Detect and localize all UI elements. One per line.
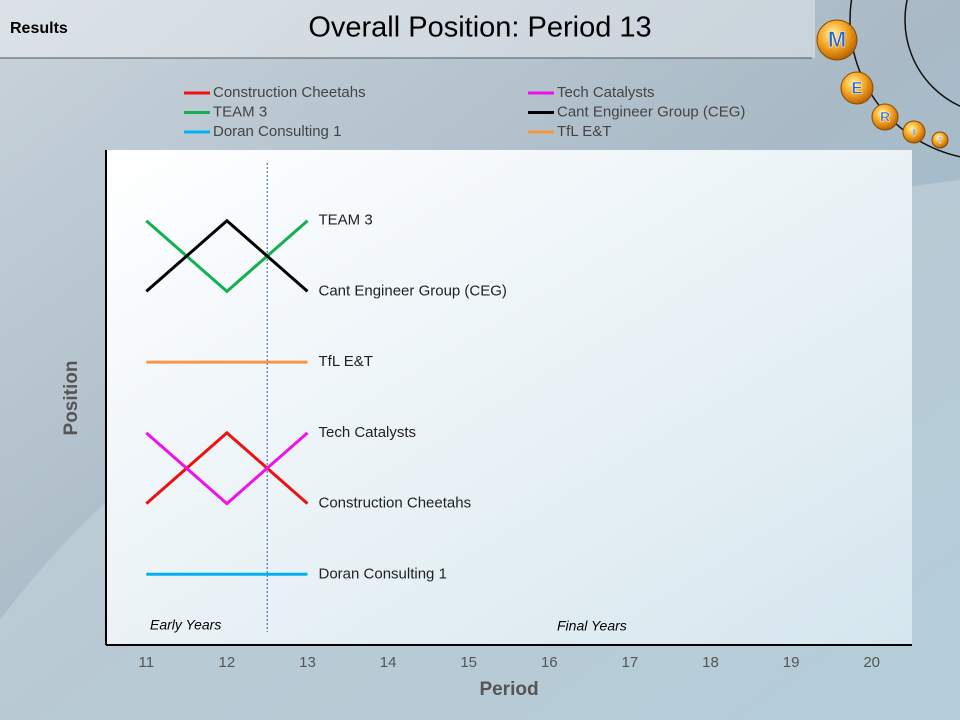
end-label: Cant Engineer Group (CEG)	[319, 282, 507, 299]
x-tick-label: 13	[299, 654, 316, 671]
deco-arc	[904, 0, 960, 107]
logo-letter: E	[851, 78, 862, 97]
annotation: Early Years	[150, 617, 221, 633]
end-label: TEAM 3	[319, 212, 373, 229]
plot-area	[106, 150, 912, 645]
logo-ball	[902, 120, 926, 144]
legend-label: TEAM 3	[213, 103, 267, 120]
logo-ball	[931, 131, 949, 149]
series-line	[145, 218, 309, 293]
logo-ball	[840, 71, 874, 105]
series-line	[145, 219, 309, 294]
logo-letter: M	[828, 27, 846, 52]
annotation: Final Years	[557, 618, 627, 634]
x-tick-label: 11	[139, 654, 155, 671]
end-label: Construction Cheetahs	[319, 495, 472, 512]
x-tick-label: 17	[622, 654, 639, 671]
series-line	[145, 431, 309, 506]
series-line	[145, 430, 309, 505]
logo-letter: I	[912, 127, 915, 139]
legend-label: Doran Consulting 1	[213, 123, 341, 140]
x-tick-label: 14	[380, 654, 397, 671]
x-tick-label: 20	[863, 654, 880, 671]
legend-label: Construction Cheetahs	[213, 84, 366, 101]
logo: M E R I T	[816, 19, 949, 149]
legend-label: Cant Engineer Group (CEG)	[557, 103, 745, 120]
x-tick-label: 15	[460, 654, 477, 671]
x-axis-label: Period	[479, 679, 538, 700]
end-label: Doran Consulting 1	[319, 565, 447, 582]
x-tick-label: 12	[219, 654, 236, 671]
header-band	[0, 0, 815, 58]
end-label: TfL E&T	[319, 353, 373, 370]
logo-letter: R	[880, 109, 890, 125]
logo-ball	[816, 19, 858, 61]
legend-label: TfL E&T	[557, 123, 611, 140]
x-tick-label: 18	[702, 654, 719, 671]
end-label: Tech Catalysts	[319, 424, 417, 441]
chart-title: Overall Position: Period 13	[308, 12, 651, 44]
logo-ball	[871, 103, 899, 131]
x-tick-label: 16	[541, 654, 558, 671]
x-tick-label: 19	[783, 654, 800, 671]
header-label: Results	[10, 20, 68, 37]
y-axis-label: Position	[61, 361, 82, 436]
deco-arc	[849, 0, 960, 158]
plot: 11 12 13 14 15 16 17 18 19 20 Early Years Final Yea…	[139, 163, 880, 671]
logo-letter: T	[938, 136, 943, 145]
legend-label: Tech Catalysts	[557, 84, 655, 101]
